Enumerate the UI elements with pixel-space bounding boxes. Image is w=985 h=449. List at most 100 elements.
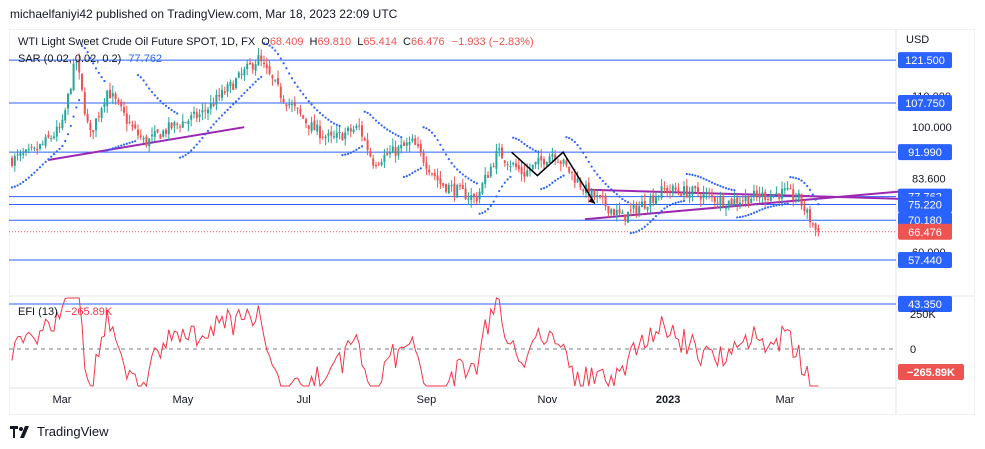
sar-dot bbox=[635, 230, 638, 233]
sar-dot bbox=[288, 72, 291, 75]
candle-body bbox=[792, 189, 795, 200]
candle-body bbox=[285, 104, 288, 107]
sar-dot bbox=[500, 185, 504, 188]
candle-body bbox=[641, 201, 643, 208]
candle-body bbox=[461, 184, 464, 190]
candle-body bbox=[571, 171, 573, 173]
candle-body bbox=[470, 195, 473, 200]
drawing-arrows bbox=[511, 151, 596, 204]
candle-body bbox=[89, 122, 92, 131]
sar-dot bbox=[736, 216, 739, 219]
time-tick-label: Mar bbox=[776, 394, 795, 406]
candle-body bbox=[702, 192, 705, 198]
candle-body bbox=[50, 138, 53, 140]
sar-dot bbox=[366, 111, 369, 114]
candle-body bbox=[473, 194, 475, 197]
candle-body bbox=[719, 196, 722, 205]
sar-dot bbox=[769, 205, 772, 208]
sar-dot bbox=[730, 188, 733, 191]
candle-body bbox=[22, 153, 25, 155]
sar-dot bbox=[229, 105, 232, 109]
candle-body bbox=[235, 78, 237, 89]
sar-dot bbox=[475, 182, 478, 185]
candle-body bbox=[593, 190, 596, 198]
time-tick-label: Mar bbox=[53, 394, 72, 406]
candle-body bbox=[596, 195, 599, 197]
sar-dot bbox=[433, 134, 436, 138]
time-tick-label: 2023 bbox=[656, 394, 680, 406]
sar-dot bbox=[97, 71, 100, 74]
candle-body bbox=[181, 121, 184, 128]
candle-body bbox=[767, 198, 769, 200]
efi-badge-label: −265.89K bbox=[907, 367, 955, 379]
sar-dot bbox=[478, 212, 481, 215]
candle-body bbox=[652, 195, 655, 203]
candle-body bbox=[391, 146, 394, 153]
sar-dot bbox=[296, 85, 299, 88]
candle-body bbox=[481, 183, 484, 194]
sar-dot bbox=[358, 146, 361, 150]
candle-body bbox=[75, 62, 78, 64]
sar-dot bbox=[178, 156, 182, 159]
price-badge-label: 75.220 bbox=[908, 200, 942, 212]
sar-dot bbox=[234, 100, 238, 103]
candle-body bbox=[565, 160, 568, 166]
candle-body bbox=[487, 175, 489, 178]
candle-body bbox=[246, 63, 249, 70]
sar-dot bbox=[758, 209, 761, 212]
sar-dot bbox=[24, 178, 28, 182]
sar-dot bbox=[100, 75, 103, 79]
sar-dot bbox=[752, 211, 756, 214]
candle-body bbox=[559, 161, 562, 164]
candle-body bbox=[375, 165, 377, 167]
candle-body bbox=[613, 209, 615, 216]
sar-dot bbox=[346, 152, 350, 155]
candle-body bbox=[638, 206, 641, 214]
sar-dot bbox=[232, 103, 235, 106]
candle-body bbox=[543, 159, 545, 165]
candle-body bbox=[557, 161, 559, 163]
sar-dot bbox=[192, 146, 196, 149]
sar-dot bbox=[601, 179, 604, 183]
candle-body bbox=[741, 200, 744, 202]
candle-body bbox=[811, 223, 814, 225]
tradingview-footer[interactable]: TradingView bbox=[10, 424, 109, 439]
sar-dot bbox=[444, 153, 448, 156]
sar-dot bbox=[612, 190, 616, 193]
sar-dot bbox=[548, 183, 551, 187]
sar-dot bbox=[134, 140, 137, 143]
sar-dot bbox=[626, 201, 630, 204]
candle-body bbox=[327, 133, 330, 136]
candle-body bbox=[383, 154, 386, 162]
candle-body bbox=[705, 192, 708, 194]
sar-dot bbox=[38, 166, 42, 169]
sar-dot bbox=[159, 99, 162, 103]
sar-dot bbox=[416, 168, 420, 171]
candle-body bbox=[78, 60, 81, 73]
candle-body bbox=[699, 195, 702, 200]
candle-body bbox=[750, 198, 753, 203]
candle-body bbox=[582, 189, 585, 192]
candle-body bbox=[176, 123, 179, 125]
candle-body bbox=[643, 200, 646, 209]
sar-dot bbox=[69, 124, 72, 128]
sar-dot bbox=[542, 187, 546, 190]
sar-dot bbox=[257, 77, 260, 81]
candle-body bbox=[803, 206, 806, 211]
sar-dot bbox=[388, 130, 392, 133]
sar-dot bbox=[691, 173, 694, 176]
sar-dot bbox=[176, 112, 179, 115]
candle-body bbox=[677, 189, 680, 193]
candle-body bbox=[657, 195, 660, 197]
sar-dot bbox=[369, 113, 372, 116]
candle-body bbox=[515, 163, 517, 168]
candle-body bbox=[450, 185, 453, 187]
sar-dot bbox=[425, 127, 428, 130]
sar-dot bbox=[66, 133, 70, 136]
sar-dot bbox=[430, 131, 434, 134]
candle-body bbox=[16, 154, 19, 156]
legend-l-value: 65.414 bbox=[363, 36, 397, 48]
candle-body bbox=[649, 196, 652, 207]
